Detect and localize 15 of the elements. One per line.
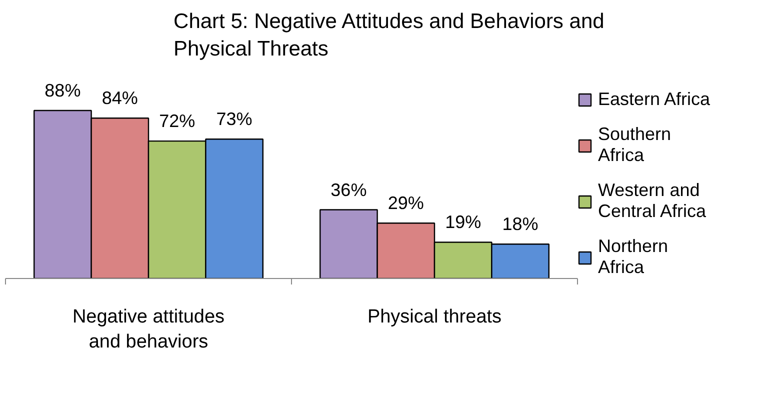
data-label: 72% xyxy=(159,111,196,132)
data-label: 84% xyxy=(102,88,138,108)
data-label: 36% xyxy=(330,180,367,200)
legend-label: Eastern Africa xyxy=(598,89,710,110)
data-label: 73% xyxy=(216,109,252,130)
legend-label: Western and Central Africa xyxy=(598,180,706,222)
legend-label: Northern Africa xyxy=(598,236,668,278)
chart-title: Chart 5: Negative Attitudes and Behaviors and Physical Threats xyxy=(174,10,604,60)
data-label: 29% xyxy=(388,193,424,214)
x-tick-label: Physical threats xyxy=(367,306,502,328)
data-label: 18% xyxy=(502,214,538,234)
legend-label: Southern Africa xyxy=(598,124,672,166)
data-label: 88% xyxy=(44,80,81,100)
x-tick-label: Negative attitudes and behaviors xyxy=(72,306,225,353)
data-label: 19% xyxy=(445,212,482,232)
